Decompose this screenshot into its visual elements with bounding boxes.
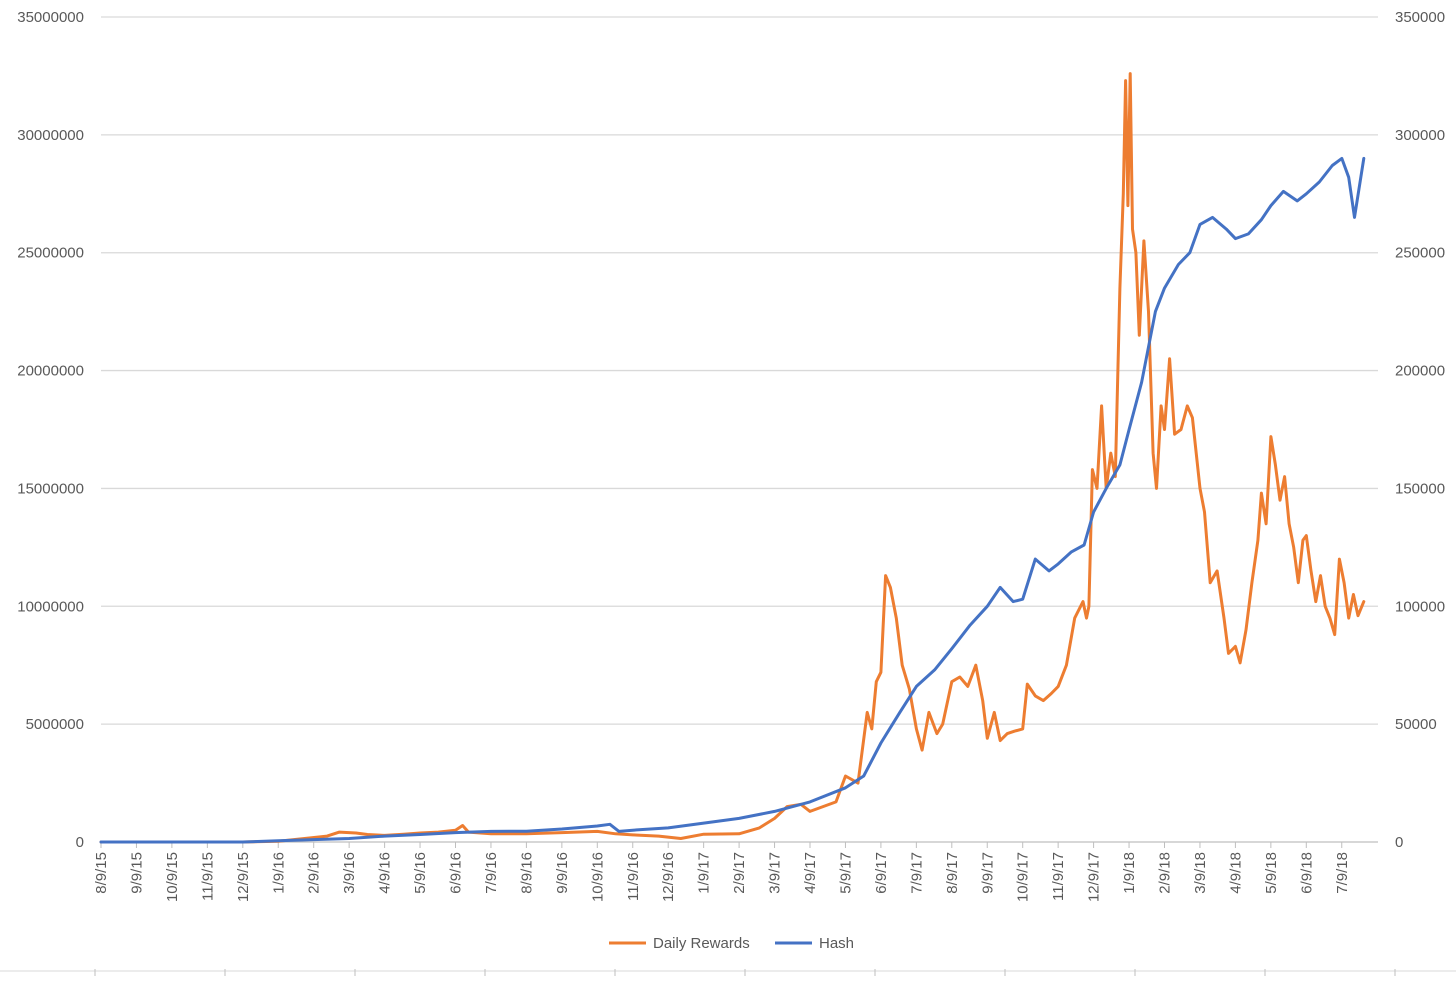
x-axis-tick-label: 10/9/15: [164, 852, 181, 902]
left-axis-tick-label: 20000000: [17, 363, 84, 380]
x-axis-tick-label: 2/9/17: [731, 852, 748, 894]
x-axis-tick-label: 4/9/16: [377, 852, 394, 894]
x-axis-tick-label: 6/9/18: [1298, 852, 1315, 894]
x-axis-tick-label: 6/9/17: [873, 852, 890, 894]
x-axis-tick-label: 1/9/18: [1121, 852, 1138, 894]
x-axis-tick-label: 7/9/18: [1334, 852, 1351, 894]
left-axis-tick-label: 35000000: [17, 9, 84, 26]
x-axis-tick-label: 2/9/18: [1157, 852, 1174, 894]
x-axis-tick-label: 7/9/16: [483, 852, 500, 894]
right-axis-tick-label: 150000: [1395, 480, 1445, 497]
series-line-hash: [99, 156, 1366, 844]
right-axis-tick-label: 350000: [1395, 9, 1445, 26]
x-axis: 8/9/15 9/9/15 10/9/15 11/9/15 12/9/15 1/9/16 2…: [93, 841, 1378, 902]
x-axis-tick-label: 12/9/17: [1086, 852, 1103, 902]
x-axis-tick-label: 9/9/16: [554, 852, 571, 894]
x-axis-tick-label: 11/9/15: [199, 852, 216, 901]
x-axis-tick-label: 11/9/16: [625, 852, 642, 901]
right-axis-tick-labels: 0 50000 100000 150000 200000 250000 300000 3500…: [1395, 9, 1445, 851]
series-lines: [99, 72, 1366, 844]
x-axis-tick-label: 5/9/17: [837, 852, 854, 894]
x-axis-tick-label: 12/9/16: [660, 852, 677, 902]
x-axis-tick-label: 1/9/17: [696, 852, 713, 894]
x-axis-tick-label: 8/9/17: [944, 852, 961, 894]
left-axis-tick-labels: 0 5000000 10000000 15000000 20000000 25000000…: [17, 9, 84, 851]
x-axis-tick-label: 6/9/16: [448, 852, 465, 894]
x-axis-tick-label: 7/9/17: [908, 852, 925, 894]
left-axis-tick-label: 15000000: [17, 480, 84, 497]
x-axis-tick-label: 1/9/16: [270, 852, 287, 894]
left-axis-tick-label: 0: [76, 834, 84, 851]
right-axis-tick-label: 100000: [1395, 598, 1445, 615]
x-axis-tick-label: 10/9/17: [1015, 852, 1032, 902]
left-axis-tick-label: 30000000: [17, 127, 84, 144]
gridlines: [101, 16, 1378, 725]
right-axis-tick-label: 0: [1395, 834, 1403, 851]
x-axis-tick-label: 5/9/16: [412, 852, 429, 894]
x-axis-tick-label: 11/9/17: [1050, 852, 1067, 901]
x-axis-tick-label: 10/9/16: [589, 852, 606, 902]
series-line-daily-rewards: [99, 72, 1366, 844]
x-axis-tick-label: 9/9/15: [128, 852, 145, 894]
x-axis-tick-label: 12/9/15: [235, 852, 252, 902]
bottom-rule: [0, 969, 1456, 976]
left-axis-tick-label: 5000000: [26, 716, 84, 733]
x-axis-tick-label: 5/9/18: [1263, 852, 1280, 894]
x-axis-tick-label: 8/9/16: [518, 852, 535, 894]
x-axis-tick-label: 3/9/17: [767, 852, 784, 894]
x-axis-tick-label: 2/9/16: [306, 852, 323, 894]
right-axis-tick-label: 300000: [1395, 127, 1445, 144]
x-axis-tick-label: 4/9/18: [1227, 852, 1244, 894]
x-axis-tick-label: 9/9/17: [979, 852, 996, 894]
legend: Daily Rewards Hash: [609, 935, 854, 952]
right-axis-tick-label: 200000: [1395, 363, 1445, 380]
x-axis-tick-label: 3/9/16: [341, 852, 358, 894]
right-axis-tick-label: 50000: [1395, 716, 1437, 733]
left-axis-tick-label: 10000000: [17, 598, 84, 615]
legend-label: Daily Rewards: [653, 935, 750, 952]
x-axis-tick-label: 3/9/18: [1192, 852, 1209, 894]
x-axis-tick-label: 4/9/17: [802, 852, 819, 894]
right-axis-tick-label: 250000: [1395, 245, 1445, 262]
legend-label: Hash: [819, 935, 854, 952]
x-axis-tick-label: 8/9/15: [93, 852, 110, 894]
left-axis-tick-label: 25000000: [17, 245, 84, 262]
